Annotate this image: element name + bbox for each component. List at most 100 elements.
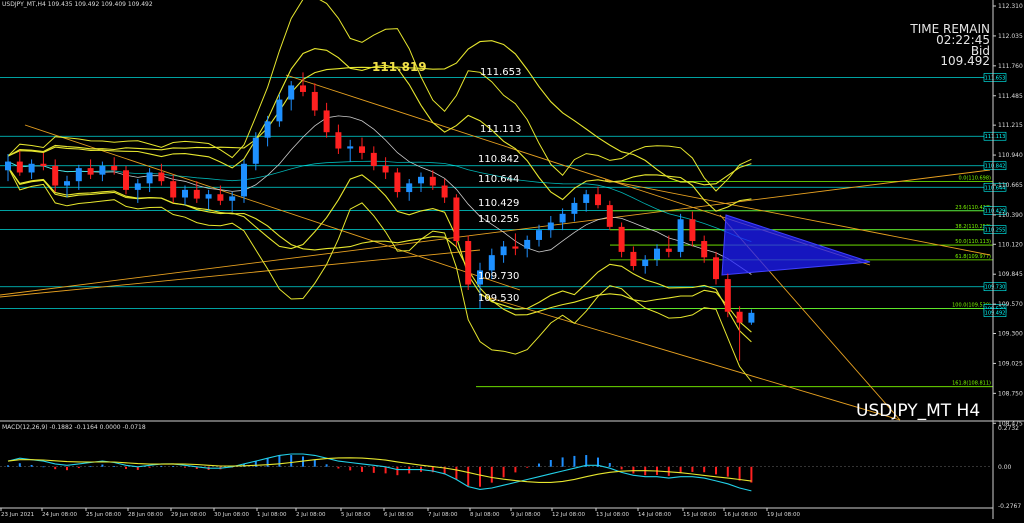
level-tag (983, 308, 1007, 317)
candle-body (677, 219, 684, 252)
candle-body (359, 146, 365, 153)
macd-histogram-bar (77, 466, 80, 469)
macd-histogram-bar (715, 466, 717, 475)
candle-body (536, 230, 542, 240)
time-tick-label: 28 Jun 08:00 (128, 512, 163, 518)
macd-histogram-bar (490, 466, 493, 483)
time-tick-label: 15 Jul 08:00 (683, 512, 716, 518)
level-annotation: 109.730 (478, 271, 519, 282)
macd-histogram-bar (726, 466, 729, 477)
trend-line (0, 169, 991, 296)
level-tag-label: 111.653 (985, 75, 1006, 81)
time-tick-label: 6 Jul 08:00 (384, 512, 414, 518)
bollinger-lower (7, 166, 752, 333)
candle-body (52, 165, 59, 186)
candle-body (16, 161, 23, 173)
candle-body (347, 146, 354, 149)
level-tag (983, 161, 1007, 171)
candle-body (111, 165, 118, 171)
candle-body (40, 163, 47, 166)
candle-body (524, 239, 531, 249)
candle-body (689, 219, 696, 242)
candle-body (205, 194, 212, 199)
price-tick-label: 109.300 (998, 331, 1023, 338)
candle-body (547, 222, 554, 231)
time-tick-label: 23 Jun 2021 (1, 512, 34, 518)
macd-histogram-bar (160, 465, 163, 467)
level-annotation: 110.429 (478, 198, 519, 209)
candle-body (5, 161, 11, 171)
macd-histogram-bar (66, 466, 68, 471)
candle-body (465, 241, 472, 285)
macd-histogram-bar (502, 466, 505, 478)
candle-body (99, 165, 106, 175)
candle-body (441, 185, 448, 198)
time-tick-label: 8 Jul 08:00 (470, 512, 500, 518)
candle-body (382, 165, 389, 173)
candle-body (418, 176, 424, 184)
price-tick-label: 110.390 (998, 212, 1023, 219)
candle-body (158, 172, 165, 182)
candle-body (477, 270, 483, 285)
macd-histogram-bar (266, 458, 269, 467)
macd-histogram-bar (42, 466, 45, 468)
level-tag-label: 109.730 (985, 285, 1006, 291)
macd-histogram-bar (608, 463, 611, 467)
macd-histogram-bar (467, 466, 470, 486)
level-annotation: 111.653 (480, 67, 521, 78)
level-tag-label: 110.429 (985, 209, 1006, 215)
high-annotation: 111.819 (372, 60, 427, 74)
macd-line (7, 453, 752, 492)
macd-histogram-bar (632, 466, 635, 474)
candle-body (182, 189, 188, 198)
candle-body (252, 137, 259, 164)
macd-histogram-bar (136, 466, 139, 470)
candle-body (665, 248, 672, 252)
candle-body (217, 194, 224, 201)
time-tick-label: 29 Jun 08:00 (171, 512, 206, 518)
macd-header: MACD(12,26,9) -0.1882 -0.1164 0.0000 -0.… (2, 424, 146, 431)
macd-histogram-bar (349, 466, 352, 471)
macd-histogram-bar (278, 455, 281, 467)
macd-histogram-bar (384, 466, 387, 474)
trend-line (0, 249, 481, 298)
candle-body (394, 172, 401, 193)
candle-body (701, 241, 708, 258)
macd-histogram-bar (443, 466, 446, 475)
macd-histogram-bar (30, 464, 33, 467)
candle-body (713, 257, 719, 280)
candle-body (75, 168, 82, 182)
macd-histogram-bar (679, 466, 682, 474)
time-tick-label: 2 Jul 08:00 (296, 512, 326, 518)
macd-histogram-bar (526, 466, 529, 468)
candle-body (134, 183, 141, 190)
candle-body (571, 202, 578, 214)
candle-body (146, 172, 153, 184)
candle-body (512, 246, 519, 249)
candle-body (736, 311, 743, 323)
bollinger-upper (7, 40, 752, 186)
bid-label: Bid (970, 44, 990, 58)
candle-body (335, 132, 342, 149)
macd-tick-label: 0.2732 (998, 425, 1019, 432)
candle-body (583, 194, 590, 203)
price-tick-label: 109.845 (998, 271, 1023, 278)
level-tag-label: 111.113 (985, 134, 1006, 140)
level-tag (983, 282, 1007, 292)
macd-histogram-bar (313, 459, 316, 467)
fib-label: 61.8(109.977) (955, 254, 991, 260)
candle-body (264, 121, 271, 138)
fib-label: 23.6(110.427) (955, 205, 991, 211)
bollinger-lower (7, 166, 752, 382)
macd-histogram-bar (184, 466, 186, 468)
level-tag-label: 109.492 (985, 311, 1006, 317)
candle-body (193, 189, 200, 199)
price-tick-label: 112.310 (998, 3, 1023, 10)
price-tick-label: 111.760 (998, 63, 1023, 70)
macd-histogram-bar (18, 463, 21, 467)
price-tick-label: 109.025 (998, 360, 1023, 367)
macd-histogram-bar (101, 464, 104, 467)
macd-histogram-bar (561, 457, 564, 467)
